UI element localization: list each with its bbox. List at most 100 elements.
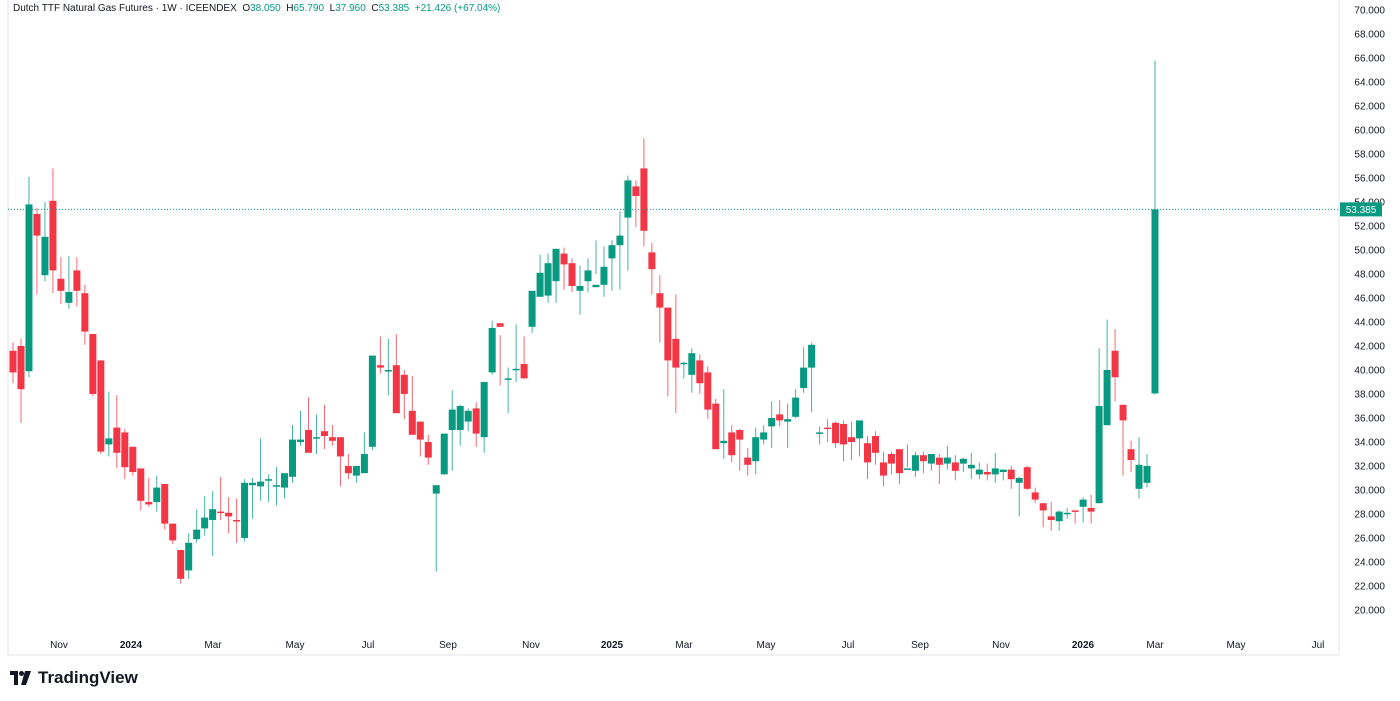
candle — [113, 395, 121, 469]
price-tick: 44.000 — [1354, 318, 1385, 329]
candle — [49, 168, 57, 294]
candle — [41, 202, 49, 282]
candle — [696, 354, 704, 394]
candle — [512, 324, 520, 382]
candle — [336, 437, 344, 487]
candle — [1071, 510, 1079, 524]
candle — [792, 389, 800, 418]
candle — [951, 455, 959, 481]
candle — [983, 463, 991, 481]
candle — [1079, 497, 1087, 523]
candle — [919, 451, 927, 474]
candle — [967, 452, 975, 480]
candle — [281, 473, 289, 499]
price-tick: 66.000 — [1354, 54, 1385, 65]
candle — [296, 410, 304, 446]
price-tick: 52.000 — [1354, 222, 1385, 233]
candle — [616, 211, 624, 290]
candle — [105, 391, 113, 457]
candle — [584, 258, 592, 292]
candle — [903, 444, 911, 470]
price-tick: 28.000 — [1354, 510, 1385, 521]
candle — [568, 258, 576, 292]
candle — [249, 478, 257, 519]
candle — [656, 275, 664, 343]
candle — [608, 240, 616, 291]
price-tick: 34.000 — [1354, 438, 1385, 449]
time-axis[interactable]: Nov 2024 Mar May Jul Sep Nov 2025 Mar May Jul Sep No… — [50, 640, 1324, 651]
time-tick: Jul — [362, 640, 375, 651]
candle — [887, 451, 895, 475]
time-tick: Jul — [1312, 640, 1325, 651]
candle — [57, 257, 65, 304]
candle — [25, 176, 33, 378]
candle — [265, 474, 273, 502]
time-tick: May — [1227, 640, 1246, 651]
low-label: L — [329, 3, 336, 14]
candle — [440, 433, 448, 475]
candle — [943, 445, 951, 470]
candle — [1007, 466, 1015, 489]
candle — [352, 466, 360, 483]
candle — [1015, 476, 1023, 517]
candle — [1143, 454, 1151, 488]
candle — [320, 404, 328, 450]
price-tick: 68.000 — [1354, 30, 1385, 41]
candle — [728, 425, 736, 463]
candle — [776, 400, 784, 427]
candle — [504, 367, 512, 414]
candle — [999, 469, 1007, 481]
candle — [1111, 329, 1119, 402]
candle — [344, 454, 352, 480]
symbol-title: Dutch TTF Natural Gas Futures · 1W · ICE… — [13, 3, 237, 14]
candle — [1063, 508, 1071, 519]
candle — [97, 360, 105, 454]
candle — [744, 448, 752, 476]
time-tick: May — [757, 640, 776, 651]
close-value: 53.385 — [378, 3, 410, 14]
last-price-marker: 53.385 — [8, 202, 1382, 217]
candle — [89, 334, 97, 397]
candle — [1135, 437, 1143, 499]
candle — [712, 398, 720, 450]
candle — [201, 496, 209, 536]
candle — [161, 484, 169, 530]
candle — [416, 421, 424, 457]
candle — [328, 425, 336, 446]
candle — [1095, 348, 1103, 504]
candle — [911, 451, 919, 477]
time-tick: Mar — [204, 640, 222, 651]
last-price-label: 53.385 — [1346, 205, 1377, 216]
tradingview-logo[interactable]: TradingView — [10, 668, 138, 688]
candle — [1119, 404, 1127, 476]
candle — [640, 138, 648, 247]
candle — [664, 307, 672, 397]
candle — [424, 434, 432, 465]
candle — [1055, 510, 1063, 531]
candle — [1023, 466, 1031, 490]
candle — [129, 446, 137, 476]
candle — [1151, 60, 1159, 395]
candle — [879, 451, 887, 487]
candle — [1103, 319, 1111, 426]
candle — [544, 253, 552, 303]
candle — [600, 246, 608, 297]
price-tick: 58.000 — [1354, 150, 1385, 161]
candle — [648, 242, 656, 295]
candle — [73, 257, 81, 307]
candle — [816, 426, 824, 445]
candle — [217, 476, 225, 520]
time-tick: Nov — [50, 640, 68, 651]
candle — [824, 419, 832, 442]
candle — [1031, 487, 1039, 504]
candle — [225, 497, 233, 534]
candle — [848, 421, 856, 460]
time-tick: Mar — [675, 640, 693, 651]
candle — [65, 256, 73, 309]
high-label: H — [286, 3, 294, 14]
price-tick: 22.000 — [1354, 582, 1385, 593]
candle — [384, 338, 392, 396]
low-value: 37.960 — [335, 3, 366, 14]
price-axis[interactable]: 70.000 68.000 66.000 64.000 62.000 60.000 58.0… — [1354, 6, 1385, 617]
